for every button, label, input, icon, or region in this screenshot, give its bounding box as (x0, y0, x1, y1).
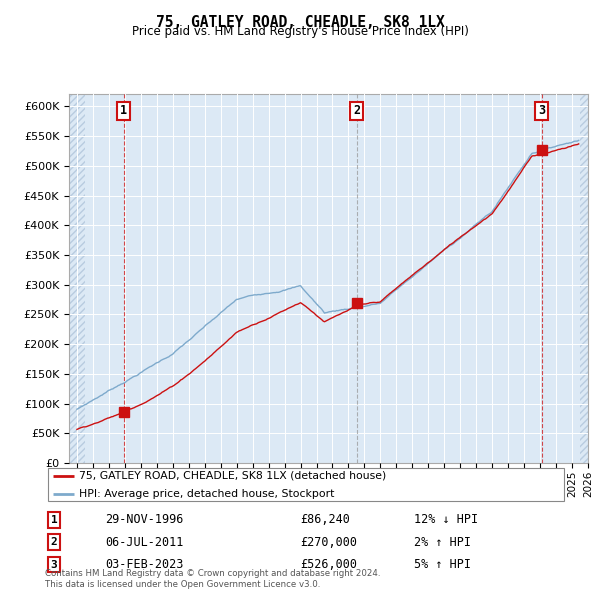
Text: 75, GATLEY ROAD, CHEADLE, SK8 1LX (detached house): 75, GATLEY ROAD, CHEADLE, SK8 1LX (detac… (79, 471, 386, 481)
Bar (580, 94, 588, 463)
FancyBboxPatch shape (47, 467, 565, 502)
Text: 2: 2 (50, 537, 58, 547)
Text: £86,240: £86,240 (300, 513, 350, 526)
Text: 5% ↑ HPI: 5% ↑ HPI (414, 558, 471, 571)
Text: £526,000: £526,000 (300, 558, 357, 571)
Text: 1: 1 (50, 515, 58, 525)
Text: 2% ↑ HPI: 2% ↑ HPI (414, 536, 471, 549)
Text: 75, GATLEY ROAD, CHEADLE, SK8 1LX: 75, GATLEY ROAD, CHEADLE, SK8 1LX (155, 15, 445, 30)
Text: 1: 1 (120, 104, 127, 117)
Text: 29-NOV-1996: 29-NOV-1996 (105, 513, 184, 526)
Text: 12% ↓ HPI: 12% ↓ HPI (414, 513, 478, 526)
Text: Contains HM Land Registry data © Crown copyright and database right 2024.
This d: Contains HM Land Registry data © Crown c… (45, 569, 380, 589)
Text: 03-FEB-2023: 03-FEB-2023 (105, 558, 184, 571)
Text: 3: 3 (538, 104, 545, 117)
Text: £270,000: £270,000 (300, 536, 357, 549)
Text: HPI: Average price, detached house, Stockport: HPI: Average price, detached house, Stoc… (79, 489, 334, 499)
Text: 2: 2 (353, 104, 360, 117)
Bar (69, 94, 85, 463)
Text: 06-JUL-2011: 06-JUL-2011 (105, 536, 184, 549)
Text: Price paid vs. HM Land Registry's House Price Index (HPI): Price paid vs. HM Land Registry's House … (131, 25, 469, 38)
Text: 3: 3 (50, 560, 58, 569)
